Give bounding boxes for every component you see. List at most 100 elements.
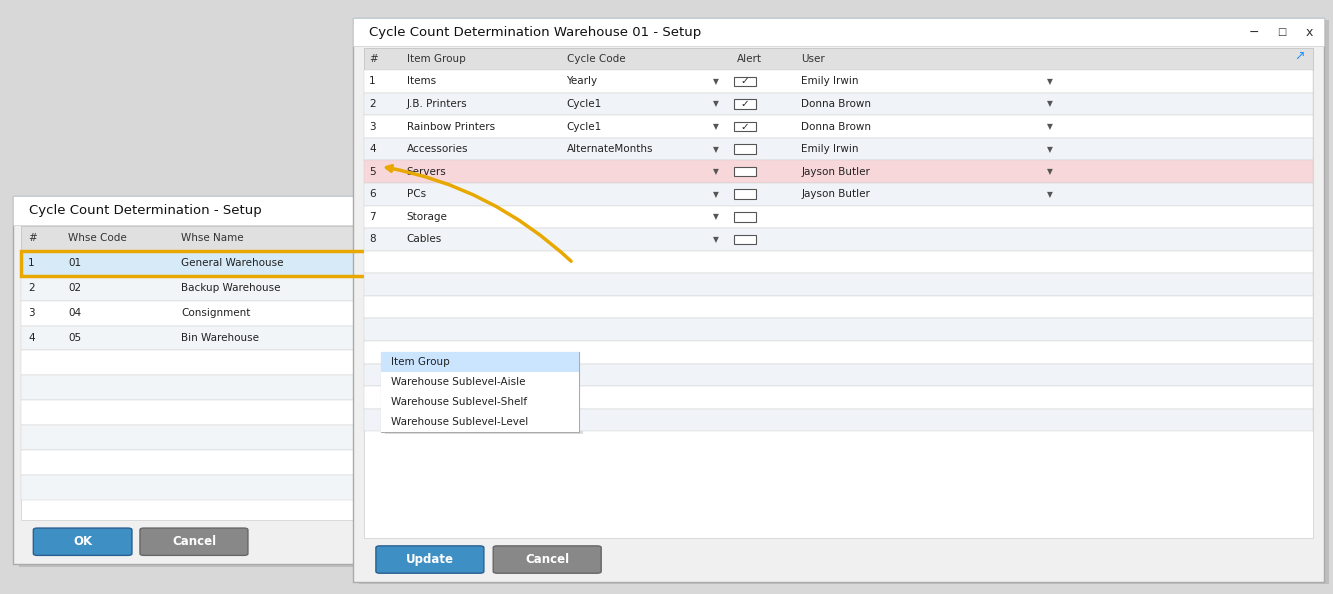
Text: 04: 04	[68, 308, 81, 318]
Bar	[353, 18, 1324, 46]
Text: Donna Brown: Donna Brown	[801, 122, 872, 131]
Text: 3: 3	[369, 122, 376, 131]
Text: □: □	[533, 206, 543, 215]
Text: −: −	[505, 204, 516, 217]
Text: ▼: ▼	[1048, 189, 1053, 199]
Text: 2: 2	[28, 283, 35, 293]
FancyBboxPatch shape	[493, 546, 601, 573]
Bar	[364, 206, 1313, 228]
Text: Cancel: Cancel	[172, 535, 216, 548]
Bar	[13, 196, 580, 225]
Text: Cancel: Cancel	[525, 553, 569, 566]
Bar	[21, 375, 572, 400]
Bar	[364, 160, 1313, 183]
Text: 4: 4	[369, 144, 376, 154]
Text: Item Group: Item Group	[388, 308, 447, 318]
Text: 6: 6	[369, 189, 376, 199]
Text: 3: 3	[28, 308, 35, 318]
FancyBboxPatch shape	[33, 528, 132, 555]
Bar	[364, 138, 1313, 160]
Text: ▼: ▼	[713, 212, 718, 222]
FancyBboxPatch shape	[376, 546, 484, 573]
Text: 8: 8	[369, 235, 376, 244]
Text: OK: OK	[73, 535, 92, 548]
Text: PCs: PCs	[407, 189, 425, 199]
Bar	[385, 353, 583, 434]
Bar	[353, 18, 1324, 20]
Text: J.B. Printers: J.B. Printers	[407, 99, 467, 109]
Bar	[364, 386, 1313, 409]
Text: Item Group: Item Group	[388, 258, 447, 268]
Text: Whse Code: Whse Code	[68, 233, 127, 243]
Text: Backup Warehouse: Backup Warehouse	[181, 283, 281, 293]
Text: 7: 7	[369, 212, 376, 222]
Bar	[364, 48, 1313, 538]
Text: Warehouse Sublevel-Shelf: Warehouse Sublevel-Shelf	[391, 397, 527, 407]
Bar	[21, 400, 572, 425]
Text: Cycle1: Cycle1	[567, 122, 601, 131]
Text: Update: Update	[405, 553, 455, 566]
Text: ▼: ▼	[713, 167, 718, 176]
Bar	[381, 352, 579, 372]
Bar	[364, 228, 1313, 251]
Text: ▼: ▼	[553, 333, 559, 343]
Bar	[353, 18, 1324, 582]
Text: Cycle Count Determination Warehouse 01 - Setup: Cycle Count Determination Warehouse 01 -…	[369, 26, 701, 39]
Text: AlternateMonths: AlternateMonths	[567, 144, 653, 154]
Bar	[21, 350, 572, 375]
Bar	[21, 450, 572, 475]
Text: ▼: ▼	[1048, 99, 1053, 109]
Bar	[13, 196, 580, 198]
Bar	[364, 364, 1313, 386]
Text: 2: 2	[369, 99, 376, 109]
Bar	[21, 226, 572, 520]
Text: Cycle1: Cycle1	[567, 99, 601, 109]
Bar	[364, 251, 1313, 273]
Text: User: User	[801, 54, 825, 64]
Text: INNOVATION  •  DESIGN  •  VALUE: INNOVATION • DESIGN • VALUE	[537, 551, 796, 566]
Text: ✓: ✓	[741, 99, 749, 109]
Text: 05: 05	[68, 333, 81, 343]
Text: Servers: Servers	[407, 167, 447, 176]
Bar	[734, 122, 756, 131]
Text: Item Group: Item Group	[407, 54, 465, 64]
Text: General Warehouse: General Warehouse	[181, 258, 284, 268]
Bar	[21, 226, 572, 251]
Bar	[734, 189, 756, 199]
Bar	[381, 392, 579, 412]
Text: Accessories: Accessories	[407, 144, 468, 154]
Text: ▼: ▼	[1048, 122, 1053, 131]
Bar	[364, 341, 1313, 364]
Text: Storage: Storage	[407, 212, 448, 222]
Text: ▼: ▼	[713, 144, 718, 154]
Bar	[21, 276, 572, 301]
Bar	[21, 475, 572, 500]
Text: ✓: ✓	[741, 77, 749, 86]
Bar	[359, 20, 1329, 584]
Text: 01: 01	[68, 258, 81, 268]
Bar	[21, 425, 572, 450]
Text: Emily Irwin: Emily Irwin	[801, 144, 858, 154]
FancyBboxPatch shape	[140, 528, 248, 555]
Text: Cycle By: Cycle By	[388, 233, 433, 243]
Text: □: □	[1277, 27, 1286, 37]
Text: ✓: ✓	[741, 122, 749, 131]
Bar	[381, 412, 579, 432]
Text: ▼: ▼	[713, 77, 718, 86]
Bar	[364, 409, 1313, 431]
Text: Cables: Cables	[407, 235, 441, 244]
Bar	[21, 251, 572, 276]
Text: 02: 02	[68, 283, 81, 293]
Bar	[364, 48, 1313, 70]
Bar	[21, 326, 572, 350]
Bar	[734, 99, 756, 109]
Text: Items: Items	[407, 77, 436, 86]
Text: 4: 4	[28, 333, 35, 343]
Bar	[364, 273, 1313, 296]
Text: ↗: ↗	[551, 228, 561, 241]
Bar	[364, 296, 1313, 318]
Text: ▼: ▼	[713, 122, 718, 131]
Text: Alert: Alert	[737, 54, 762, 64]
Text: Jayson Butler: Jayson Butler	[801, 189, 870, 199]
Text: ▼: ▼	[1048, 77, 1053, 86]
